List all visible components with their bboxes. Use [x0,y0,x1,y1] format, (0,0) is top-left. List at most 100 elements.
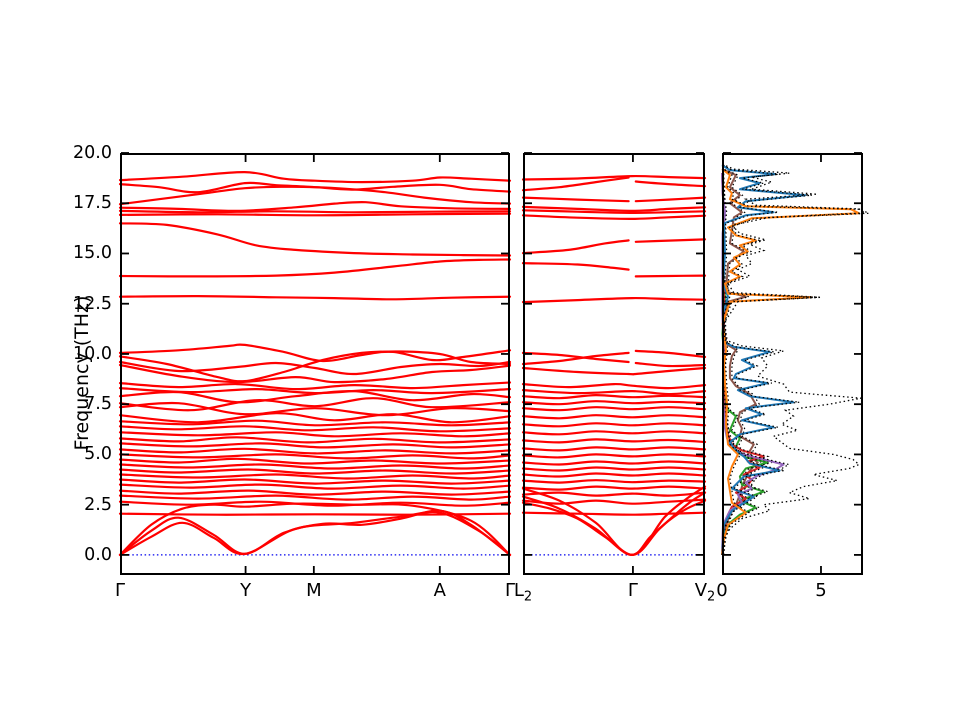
phonon-band-curve [634,274,707,278]
phonon-band-curve [118,294,512,301]
phonon-band-curve [521,239,630,255]
phonon-band-curve [118,209,512,214]
phonon-band-curve [521,485,707,491]
phonon-band-curve [521,174,707,181]
phonon-band-curve [521,422,707,428]
pdos-blue-curve [721,164,807,555]
pdos-brown-curve [721,168,759,555]
phonon-band-curve [521,460,707,466]
phonon-band-curve [118,431,512,438]
y-tick-label: 15.0 [73,243,112,264]
pdos-purple-dotted-outline [722,173,791,555]
phonon-band-curve [118,343,512,363]
x-tick-label: V2 [694,580,716,605]
phonon-band-curve [521,262,630,271]
panel-frame [120,153,510,575]
phonon-band-curve [521,205,707,213]
panel-frame [722,153,863,575]
phonon-band-curve [118,511,512,556]
phonon-band-curve [521,214,707,221]
phonon-band-curve [521,196,630,203]
phonon-band-curve [118,389,512,404]
phonon-band-curve [118,201,512,213]
y-tick-label: 10.0 [73,343,112,364]
x-tick-label: A [433,580,446,601]
phonon-band-curve [634,180,707,188]
phonon-band-curve [521,453,707,459]
pdos-blue-dotted-outline [722,164,812,555]
phonon-band-curve [521,393,707,400]
phonon-band-curve [118,381,512,391]
phonon-band-curve [118,258,512,278]
phonon-band-curve [634,196,707,203]
phonon-band-curve [118,457,512,465]
y-tick-label: 12.5 [73,293,112,314]
y-tick-label: 5.0 [84,444,112,465]
y-tick-label: 2.5 [84,494,112,515]
phonon-band-curve [521,485,707,556]
x-tick-label: Γ [627,580,638,601]
phonon-band-curve [118,425,512,433]
phonon-band-curve [521,296,707,304]
x-tick-label: Γ [114,580,126,601]
phonon-band-curve [118,502,512,556]
y-tick-label: 20.0 [73,143,112,163]
phonon-band-structure-segment-1 [118,152,512,575]
phonon-band-curve [521,491,707,497]
phonon-band-curve [118,468,512,475]
phonon-band-curve [521,351,630,366]
phonon-band-structure-segment-2 [521,152,707,575]
phonon-band-curve [118,212,512,217]
pdos-red-curve [721,173,765,555]
phonon-band-curve [521,400,707,406]
pdos-orange-curve [721,168,860,556]
phonon-band-curve [521,366,707,376]
phonon-band-curve [118,419,512,427]
phonon-band-curve [634,349,707,359]
pdos-green-dotted-outline [722,173,773,555]
phonon-band-curve [521,389,707,396]
phonon-band-curve [118,500,512,507]
phonon-band-curve [521,466,707,472]
x-tick-label: M [306,580,322,601]
phonon-band-curve [521,498,707,505]
panel-frame [523,153,705,575]
phonon-band-curve [118,489,512,496]
y-tick-label: 0.0 [84,544,112,565]
phonon-band-curve [118,453,512,460]
phonon-band-curve [521,472,707,478]
phonon-band-curve [118,401,512,417]
phonon-band-curve [118,483,512,490]
phonon-band-curve [118,360,512,376]
phonon-band-curve [634,361,707,368]
phonon-band-curve [521,414,707,420]
phonon-band-curve [521,382,707,390]
phonon-band-curve [118,350,512,383]
phonon-band-curve [521,176,630,192]
phonon-band-curve [118,442,512,449]
x-tick-label: Y [240,580,252,601]
phonon-band-curve [521,479,707,484]
phonon-band-curve [118,473,512,480]
phonon-density-of-states [721,152,869,575]
phonon-band-curve [118,363,512,384]
phonon-band-curve [118,170,512,184]
phonon-band-curve [634,238,707,243]
phonon-band-curve [118,222,512,257]
x-tick-label: Γ [504,580,516,601]
phonon-band-curve [521,209,707,215]
phonon-band-curve [521,438,707,444]
y-tick-label: 17.5 [73,193,112,214]
phonon-band-curve [118,397,512,412]
phonon-band-curve [118,412,512,424]
phonon-band-curve [118,463,512,470]
x-tick-label: 5 [815,580,827,601]
x-tick-label: 0 [716,580,728,601]
phonon-band-curve [521,406,707,412]
phonon-band-curve [521,351,630,364]
phonon-band-curve [118,478,512,485]
x-tick-label: L2 [513,580,533,605]
phonon-band-curve [521,446,707,452]
phonon-band-curve [118,185,512,206]
